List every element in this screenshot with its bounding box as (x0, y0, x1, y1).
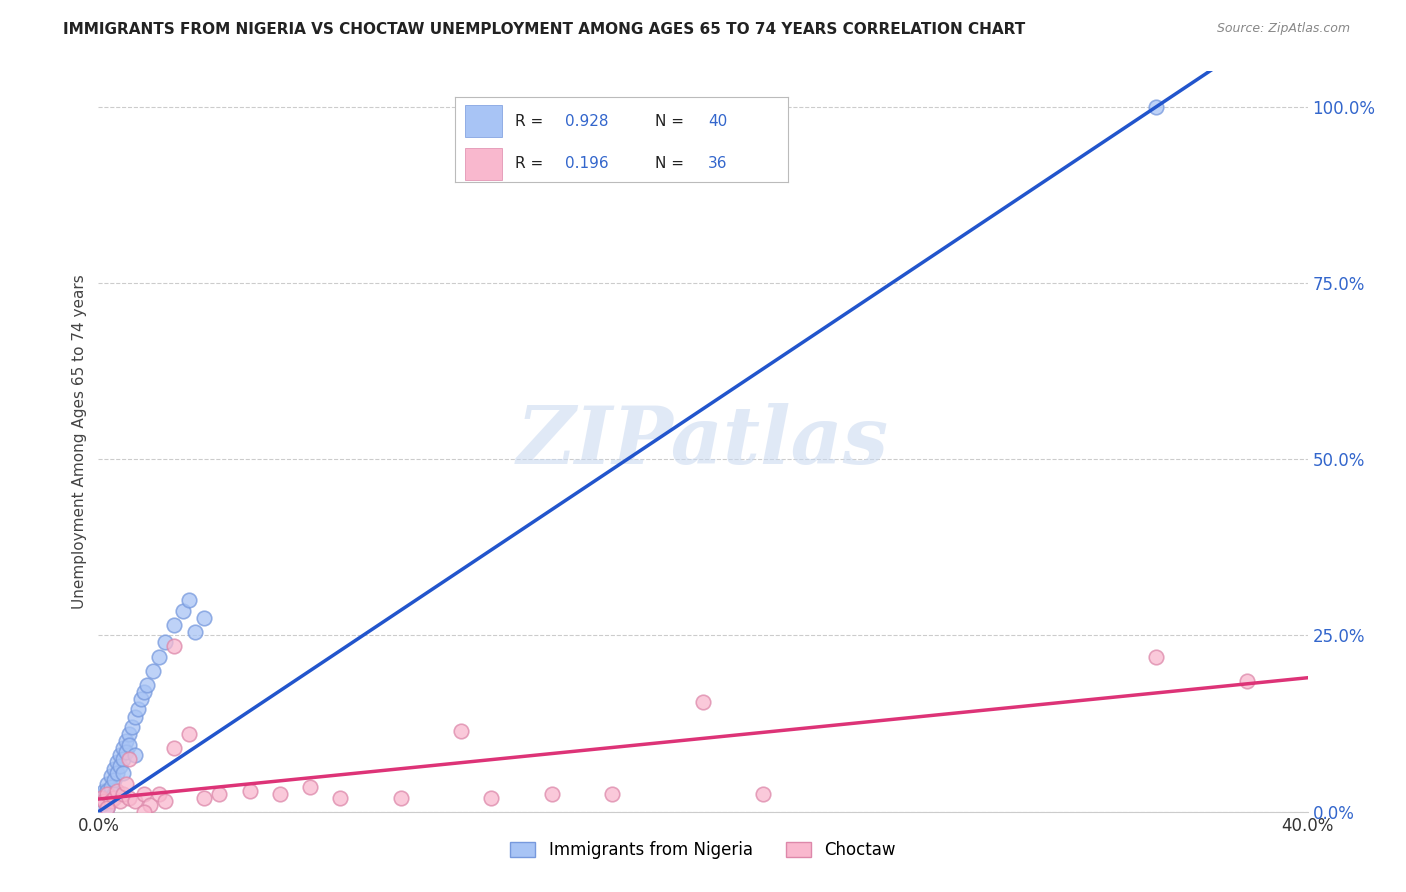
Point (127, 702, 149, 716)
Point (135, 678, 157, 692)
Point (450, 723, 472, 738)
Point (121, 720, 143, 734)
Point (96, 801, 118, 815)
Point (193, 611, 215, 625)
Point (100, 794, 122, 808)
Point (118, 738, 141, 752)
Point (108, 759, 131, 773)
Legend: Immigrants from Nigeria, Choctaw: Immigrants from Nigeria, Choctaw (510, 841, 896, 859)
Point (100, 769, 122, 783)
Point (108, 748, 131, 763)
Point (111, 766, 134, 780)
Point (96, 787, 118, 801)
Point (752, 787, 775, 801)
Point (172, 604, 194, 618)
Point (105, 783, 128, 797)
Point (389, 790, 412, 805)
Point (148, 649, 170, 664)
Point (108, 794, 131, 808)
Point (179, 727, 201, 741)
Text: Source: ZipAtlas.com: Source: ZipAtlas.com (1216, 22, 1350, 36)
Point (184, 624, 207, 639)
Point (118, 727, 141, 741)
Point (93, 794, 115, 808)
Point (163, 639, 186, 653)
Point (153, 794, 176, 808)
Point (1144, 649, 1167, 664)
Point (132, 787, 155, 801)
Point (96, 790, 118, 805)
Text: ZIPatlas: ZIPatlas (517, 403, 889, 480)
Point (153, 635, 176, 649)
Point (239, 783, 262, 797)
Point (163, 618, 186, 632)
Point (111, 787, 134, 801)
Point (118, 752, 141, 766)
Point (132, 685, 155, 699)
Point (124, 794, 146, 808)
Point (179, 593, 201, 607)
Point (96, 776, 118, 790)
Point (1144, 100, 1167, 114)
Point (90, 790, 112, 805)
Point (692, 695, 714, 709)
Point (105, 766, 128, 780)
Point (114, 776, 136, 790)
Point (142, 664, 165, 678)
Point (93, 783, 115, 797)
Point (139, 797, 162, 812)
Point (481, 790, 503, 805)
Text: IMMIGRANTS FROM NIGERIA VS CHOCTAW UNEMPLOYMENT AMONG AGES 65 TO 74 YEARS CORREL: IMMIGRANTS FROM NIGERIA VS CHOCTAW UNEMP… (63, 22, 1025, 37)
Point (105, 756, 128, 770)
Point (124, 748, 146, 763)
Point (118, 790, 141, 805)
Point (100, 780, 122, 794)
Point (93, 787, 115, 801)
Point (103, 790, 125, 805)
Point (90, 797, 112, 812)
Point (269, 787, 291, 801)
Point (129, 692, 152, 706)
Y-axis label: Unemployment Among Ages 65 to 74 years: Unemployment Among Ages 65 to 74 years (72, 274, 87, 609)
Point (96, 801, 118, 815)
Point (602, 787, 624, 801)
Point (299, 780, 322, 794)
Point (540, 787, 562, 801)
Point (329, 790, 352, 805)
Point (114, 745, 136, 759)
Point (103, 763, 125, 777)
Point (132, 805, 155, 819)
Point (103, 772, 125, 787)
Point (208, 787, 231, 801)
Point (124, 709, 146, 723)
Point (93, 794, 115, 808)
Point (103, 787, 125, 801)
Point (111, 741, 134, 756)
Point (163, 741, 186, 756)
Point (193, 790, 215, 805)
Point (114, 734, 136, 748)
Point (111, 752, 134, 766)
Point (1236, 674, 1258, 689)
Point (148, 787, 170, 801)
Point (96, 783, 118, 797)
